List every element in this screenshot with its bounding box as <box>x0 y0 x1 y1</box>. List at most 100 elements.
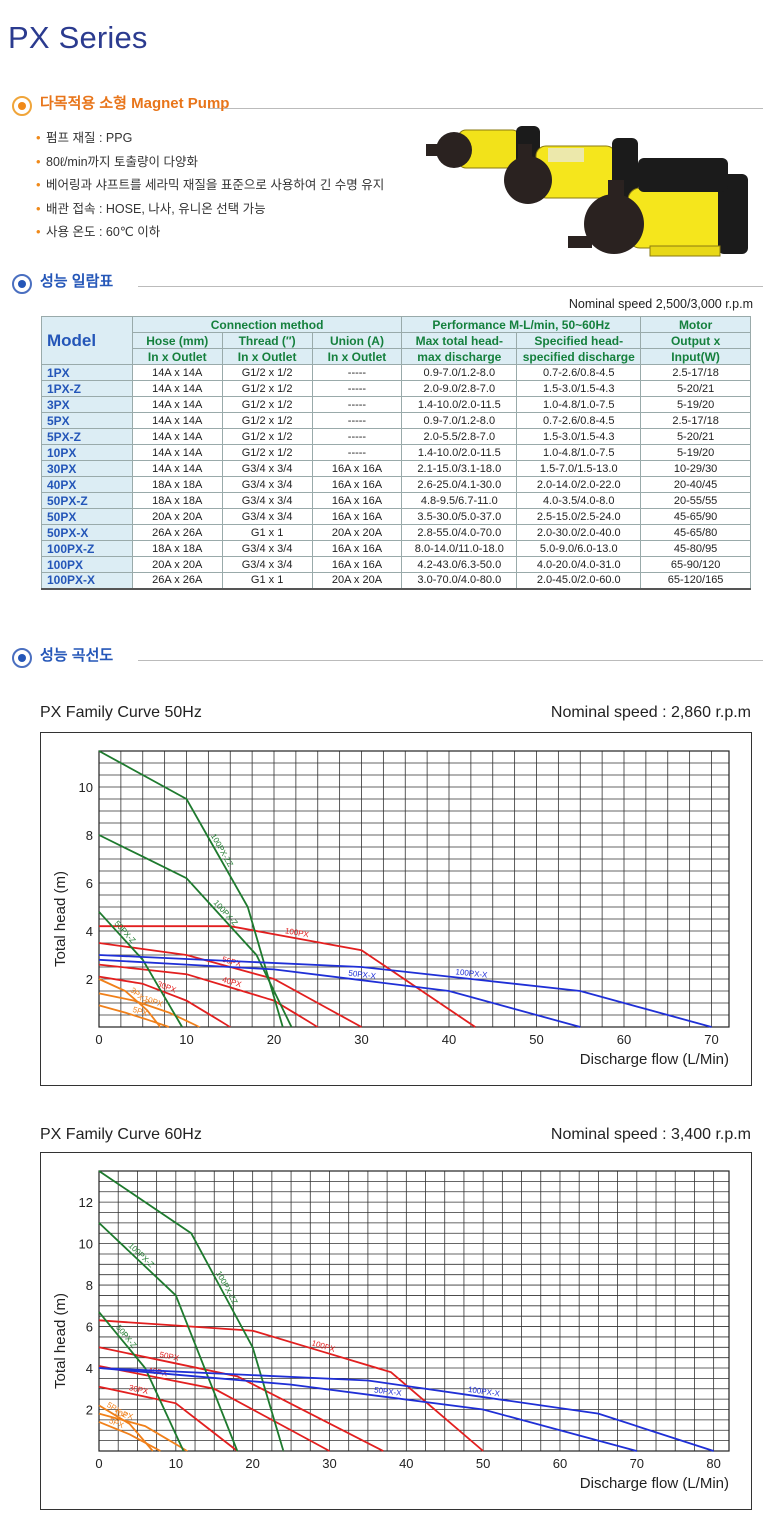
feature-item: 베어링과 샤프트를 세라믹 재질을 표준으로 사용하여 긴 수명 유지 <box>36 175 438 199</box>
series-line-5px <box>98 1421 161 1452</box>
cell-thread: G1 x 1 <box>221 524 313 541</box>
cell-output: 65-120/165 <box>640 572 751 590</box>
header-output-sub: Input(W) <box>640 348 751 365</box>
table-row: 100PX-X 26A x 26A G1 x 1 20A x 20A 3.0-70.0/… <box>41 572 751 590</box>
cell-max-head: 2.6-25.0/4.1-30.0 <box>401 476 518 493</box>
cell-thread: G1/2 x 1/2 <box>221 364 313 381</box>
cell-output: 20-40/45 <box>640 476 751 493</box>
header-output: Output x <box>640 332 751 349</box>
table-section-header: 성능 일람표 <box>8 268 763 296</box>
y-tick-label: 4 <box>86 924 93 939</box>
series-label: 100PX-X <box>455 967 488 980</box>
cell-union: 16A x 16A <box>311 476 403 493</box>
cell-hose: 14A x 14A <box>131 412 223 429</box>
feature-item: 사용 온도 : 60℃ 이하 <box>36 222 438 246</box>
y-tick-label: 2 <box>86 1403 93 1418</box>
x-tick-label: 0 <box>95 1456 102 1471</box>
x-tick-label: 30 <box>322 1456 336 1471</box>
chart-60hz: 0 10 20 30 40 50 60 70 80 2 4 6 8 10 12 Discharge flow … <box>52 1170 730 1492</box>
y-tick-label: 6 <box>86 1320 93 1335</box>
cell-model: 3PX <box>41 396 133 413</box>
y-axis-label: Total head (m) <box>52 871 69 967</box>
feature-item: 배관 접속 : HOSE, 나사, 유니온 선택 가능 <box>36 199 438 223</box>
cell-union: ----- <box>311 396 403 413</box>
x-tick-label: 50 <box>476 1456 490 1471</box>
cell-model: 40PX <box>41 476 133 493</box>
cell-output: 65-90/120 <box>640 556 751 573</box>
cell-thread: G1 x 1 <box>221 572 313 590</box>
header-performance: Performance M-L/min, 50~60Hz <box>401 316 642 333</box>
pump-large-icon <box>568 158 748 257</box>
series-line-100px-x <box>98 1367 714 1452</box>
cell-hose: 14A x 14A <box>131 428 223 445</box>
header-specified: Specified head- <box>516 332 642 349</box>
y-tick-label: 4 <box>86 1361 93 1376</box>
header-union: Union (A) <box>311 332 403 349</box>
series-label: 50PX-X <box>348 969 377 981</box>
table-row: 50PX-X 26A x 26A G1 x 1 20A x 20A 2.8-55.0/4… <box>41 524 751 541</box>
series-line-40px <box>98 1365 330 1452</box>
series-label: 100PX-Z <box>212 898 240 927</box>
cell-model: 50PX-Z <box>41 492 133 509</box>
cell-model: 10PX <box>41 444 133 461</box>
x-tick-label: 40 <box>442 1032 456 1047</box>
table-row: 1PX-Z 14A x 14A G1/2 x 1/2 ----- 2.0-9.0/2.8… <box>41 380 751 397</box>
cell-hose: 14A x 14A <box>131 364 223 381</box>
series-label: 40PX <box>147 1366 169 1379</box>
cell-max-head: 4.2-43.0/6.3-50.0 <box>401 556 518 573</box>
series-label: 50PX <box>159 1350 181 1363</box>
chart-60hz-frame: 0 10 20 30 40 50 60 70 80 2 4 6 8 10 12 Discharge flow … <box>40 1152 752 1510</box>
chart-50hz-title: PX Family Curve 50Hz <box>40 704 202 721</box>
cell-max-head: 1.4-10.0/2.0-11.5 <box>401 444 518 461</box>
series-line-50px-x <box>98 1367 638 1452</box>
cell-union: 16A x 16A <box>311 540 403 557</box>
series-label: 100PX-Z <box>127 1241 156 1269</box>
cell-output: 5-20/21 <box>640 380 751 397</box>
x-tick-label: 20 <box>267 1032 281 1047</box>
cell-model: 100PX <box>41 556 133 573</box>
cell-union: ----- <box>311 364 403 381</box>
cell-union: ----- <box>311 412 403 429</box>
cell-hose: 18A x 18A <box>131 540 223 557</box>
cell-output: 2.5-17/18 <box>640 412 751 429</box>
cell-union: 20A x 20A <box>311 572 403 590</box>
header-motor: Motor <box>640 316 751 333</box>
series-line-100px-z <box>98 834 293 1028</box>
table-row: 50PX 20A x 20A G3/4 x 3/4 16A x 16A 3.5-30.0… <box>41 508 751 525</box>
table-row: 100PX-Z 18A x 18A G3/4 x 3/4 16A x 16A 8.0-1… <box>41 540 751 557</box>
table-heading: 성능 일람표 <box>40 273 114 290</box>
series-line-5px-z <box>98 1404 154 1452</box>
cell-max-head: 0.9-7.0/1.2-8.0 <box>401 412 518 429</box>
series-line-100px-x <box>98 954 712 1028</box>
cell-specified: 4.0-3.5/4.0-8.0 <box>516 492 642 509</box>
series-line-100px <box>98 1319 484 1452</box>
series-line-30px <box>98 1385 238 1452</box>
series-line-3px-z <box>98 978 162 1028</box>
cell-max-head: 3.5-30.0/5.0-37.0 <box>401 508 518 525</box>
cell-max-head: 0.9-7.0/1.2-8.0 <box>401 364 518 381</box>
cell-max-head: 8.0-14.0/11.0-18.0 <box>401 540 518 557</box>
cell-max-head: 2.8-55.0/4.0-70.0 <box>401 524 518 541</box>
y-tick-label: 8 <box>86 828 93 843</box>
cell-max-head: 2.0-5.5/2.8-7.0 <box>401 428 518 445</box>
feature-item: 펌프 재질 : PPG <box>36 128 438 152</box>
cell-model: 1PX-Z <box>41 380 133 397</box>
section-bullet-icon <box>12 96 32 116</box>
table-row: 40PX 18A x 18A G3/4 x 3/4 16A x 16A 2.6-25.0… <box>41 476 751 493</box>
cell-output: 45-65/80 <box>640 524 751 541</box>
section-bullet-icon <box>12 648 32 668</box>
series-label: 50PX-X <box>374 1385 403 1398</box>
header-thread: Thread (″) <box>221 332 313 349</box>
cell-output: 20-55/55 <box>640 492 751 509</box>
intro-heading: 다목적용 소형 Magnet Pump <box>40 95 230 112</box>
nominal-speed-note: Nominal speed 2,500/3,000 r.p.m <box>568 297 753 311</box>
cell-specified: 0.7-2.6/0.8-4.5 <box>516 364 642 381</box>
series-label: 30PX <box>128 1383 150 1396</box>
cell-output: 5-19/20 <box>640 396 751 413</box>
table-row: 5PX 14A x 14A G1/2 x 1/2 ----- 0.9-7.0/1.2-8… <box>41 412 751 429</box>
cell-specified: 0.7-2.6/0.8-4.5 <box>516 412 642 429</box>
chart-50hz-frame: 0 10 20 30 40 50 60 70 2 4 6 8 10 Discharge flow (L/M… <box>40 732 752 1086</box>
cell-model: 5PX <box>41 412 133 429</box>
cell-output: 10-29/30 <box>640 460 751 477</box>
cell-specified: 1.5-3.0/1.5-4.3 <box>516 428 642 445</box>
